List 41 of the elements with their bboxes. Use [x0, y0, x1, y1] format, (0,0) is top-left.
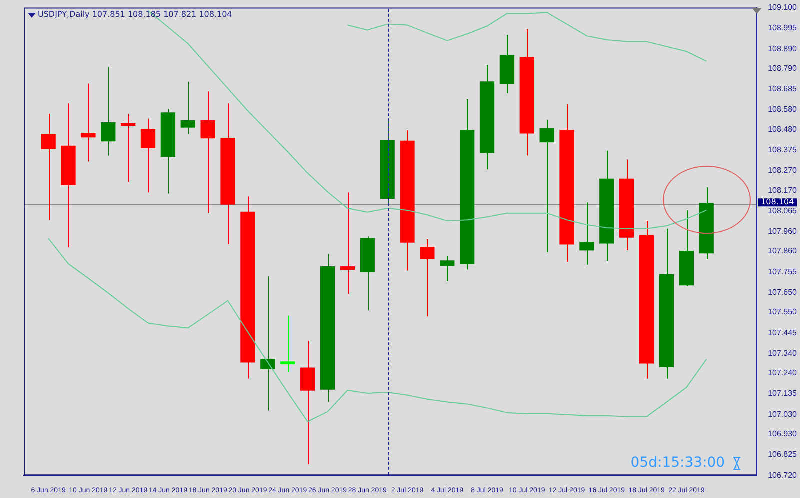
y-tick-label: 108.580	[768, 105, 798, 114]
y-tick-label: 108.685	[768, 84, 798, 94]
y-tick-label: 107.860	[768, 246, 798, 256]
candlestick	[140, 118, 156, 194]
y-tick-label: 106.720	[768, 470, 798, 480]
y-tick-label: 106.930	[768, 430, 798, 439]
candlestick	[120, 113, 136, 183]
candlestick	[41, 113, 56, 221]
y-tick-label: 107.340	[768, 348, 798, 358]
y-tick-label: 108.270	[768, 166, 798, 176]
candlestick	[420, 239, 435, 318]
y-tick-label: 108.170	[768, 186, 798, 195]
candlestick	[440, 256, 455, 282]
candlestick	[540, 119, 554, 253]
candlestick	[81, 83, 96, 162]
y-tick-label: 108.065	[768, 206, 798, 216]
candlestick	[300, 340, 316, 466]
y-tick-label: 109.100	[768, 3, 798, 12]
y-tick-label: 107.550	[768, 308, 798, 317]
candlestick	[340, 192, 355, 295]
candlestick	[580, 202, 594, 266]
y-tick-label: 107.240	[768, 368, 798, 378]
y-tick-label: 107.650	[768, 288, 798, 298]
candlestick	[260, 276, 276, 412]
y-tick-label: 107.135	[768, 389, 798, 398]
y-tick-label: 108.480	[768, 124, 798, 134]
candlestick	[280, 315, 296, 373]
annotation: 05d:15:33:00	[630, 455, 726, 472]
candlestick	[180, 81, 196, 135]
y-tick-label: 107.960	[768, 227, 798, 236]
candlestick	[200, 91, 216, 214]
y-tick-label: 108.375	[768, 146, 798, 155]
y-tick-label: 106.825	[768, 450, 798, 460]
y-tick-label: 107.030	[768, 410, 798, 419]
y-tick-label: 107.445	[768, 328, 798, 338]
y-tick-label: 108.790	[768, 64, 798, 73]
y-tick-label: 108.995	[768, 24, 798, 33]
candlestick	[101, 66, 116, 156]
ref-line-label: 108.104	[761, 198, 794, 207]
y-tick-label: 108.890	[768, 44, 798, 54]
y-tick-label: 107.755	[768, 267, 798, 276]
